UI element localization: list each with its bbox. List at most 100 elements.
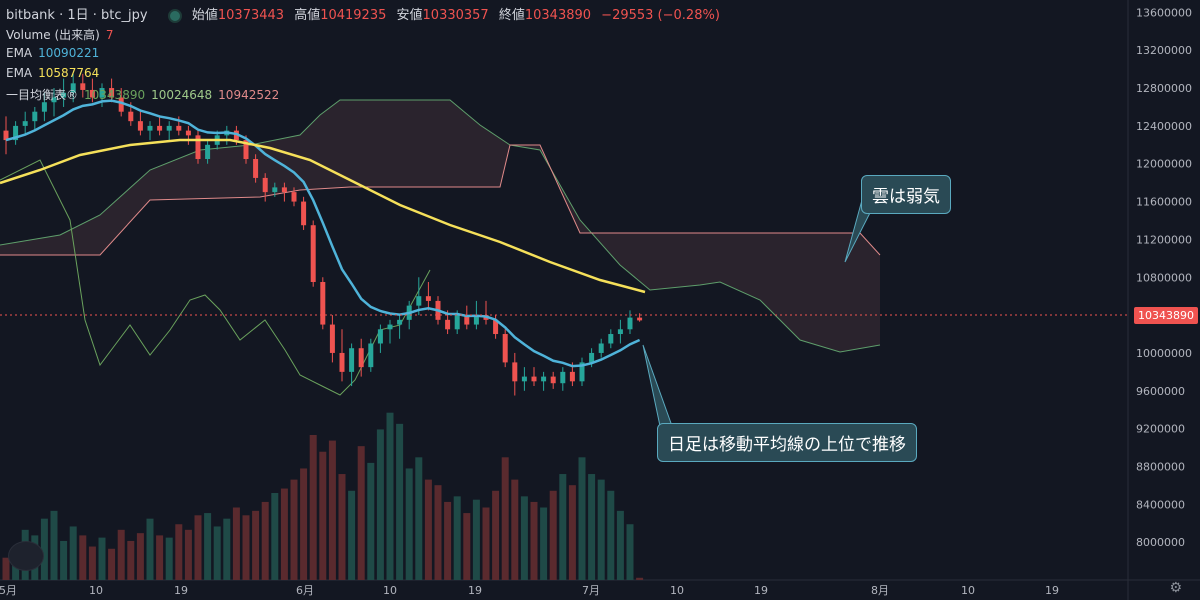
x-tick-label: 7月 [582, 584, 600, 597]
candle-body [329, 324, 335, 353]
ichimoku-value-1: 10343890 [84, 88, 146, 102]
candle-body [464, 315, 470, 325]
y-tick-label: 11200000 [1136, 233, 1192, 246]
candle-body [531, 376, 537, 382]
candle-body [80, 83, 86, 90]
volume-bar [501, 457, 509, 580]
volume-bar [146, 518, 154, 580]
open-label: 始値 [191, 8, 218, 23]
y-tick-label: 10000000 [1136, 347, 1192, 360]
volume-legend[interactable]: Volume (出来高) 7 [6, 26, 119, 43]
volume-bar [405, 468, 413, 580]
candle-body [579, 362, 585, 382]
candle-body [387, 324, 393, 330]
last-price-tag: 10343890 [1134, 307, 1198, 324]
candle-body [22, 121, 28, 126]
volume-bar [607, 490, 615, 580]
candle-body [608, 334, 614, 344]
volume-bar [319, 451, 327, 580]
ema-slow-line [0, 138, 646, 294]
ichimoku-value-2: 10024648 [151, 88, 213, 102]
cloud-callout: 雲は弱気 [861, 175, 951, 214]
high-label: 高値 [294, 8, 321, 23]
volume-bar [328, 440, 336, 580]
close-label: 終値 [498, 8, 525, 23]
ema-fast-legend[interactable]: EMA 10090221 [6, 46, 105, 60]
settings-gear-icon[interactable]: ⚙ [1169, 580, 1182, 596]
ema-slow-legend[interactable]: EMA 10587764 [6, 66, 105, 80]
candle-body [118, 97, 124, 112]
candle-body [550, 376, 556, 384]
volume-bar [348, 490, 356, 580]
candle-body [493, 319, 499, 335]
volume-bar [117, 529, 125, 580]
x-tick-label: 5月 [0, 584, 17, 597]
candle-body [521, 376, 527, 382]
eye-icon[interactable] [167, 8, 182, 23]
candle-body [195, 135, 201, 160]
candle-body [147, 125, 153, 131]
low-label: 安値 [396, 8, 423, 23]
candle-body [512, 362, 518, 382]
volume-bar [549, 490, 557, 580]
volume-bar [530, 501, 538, 580]
ichimoku-span-b [0, 144, 881, 256]
volume-bar [463, 513, 471, 580]
y-tick-label: 8800000 [1136, 460, 1185, 473]
volume-bar [280, 488, 288, 580]
volume-bar [559, 474, 567, 580]
candle-body [637, 317, 643, 321]
x-tick-label: 10 [670, 584, 684, 597]
candle-body [166, 125, 172, 131]
volume-bar [242, 515, 250, 580]
candle-body [349, 348, 355, 372]
ema-fast-label: EMA [6, 46, 33, 60]
x-tick-label: 19 [174, 584, 188, 597]
volume-bar [520, 496, 528, 580]
chart-header: bitbank · 1日 · btc_jpy 始値10373443 高値1041… [6, 4, 726, 23]
tradingview-logo[interactable] [8, 541, 44, 571]
candle-body [32, 111, 38, 122]
candle-body [109, 88, 115, 98]
volume-bar [69, 526, 77, 580]
x-tick-label: 10 [961, 584, 975, 597]
volume-bar [156, 535, 164, 580]
candle-body [243, 140, 249, 160]
y-tick-label: 8400000 [1136, 498, 1185, 511]
volume-bar [232, 507, 240, 580]
volume-bar [424, 479, 432, 580]
y-tick-label: 10800000 [1136, 271, 1192, 284]
symbol-title[interactable]: bitbank · 1日 · btc_jpy [6, 8, 148, 23]
volume-bar [40, 518, 48, 580]
y-tick-label: 12800000 [1136, 82, 1192, 95]
candle-body [128, 111, 134, 122]
candle-body [454, 315, 460, 330]
volume-bar [175, 524, 183, 580]
volume-bar [386, 412, 394, 580]
price-callout-pointer [642, 344, 673, 427]
volume-bar [50, 510, 58, 580]
volume-bar [165, 537, 173, 580]
candle-body [137, 121, 143, 131]
volume-bar [300, 468, 308, 580]
high-value: 10419235 [320, 8, 387, 23]
y-tick-label: 13600000 [1136, 6, 1192, 19]
volume-bar [290, 479, 298, 580]
volume-bar [626, 524, 634, 580]
x-tick-label: 8月 [871, 584, 889, 597]
volume-bar [184, 529, 192, 580]
ichimoku-lagging-span [0, 159, 431, 396]
volume-bar [492, 490, 500, 580]
candle-body [205, 144, 211, 160]
volume-bar [453, 496, 461, 580]
volume-bar [578, 457, 586, 580]
candle-body [291, 192, 297, 202]
x-tick-label: 10 [89, 584, 103, 597]
ichimoku-legend[interactable]: 一目均衡表® 10343890 10024648 10942522 [6, 86, 285, 103]
candle-body [569, 371, 575, 382]
candle-body [99, 88, 105, 98]
y-tick-label: 12000000 [1136, 158, 1192, 171]
candle-body [598, 343, 604, 353]
candle-body [89, 89, 95, 98]
